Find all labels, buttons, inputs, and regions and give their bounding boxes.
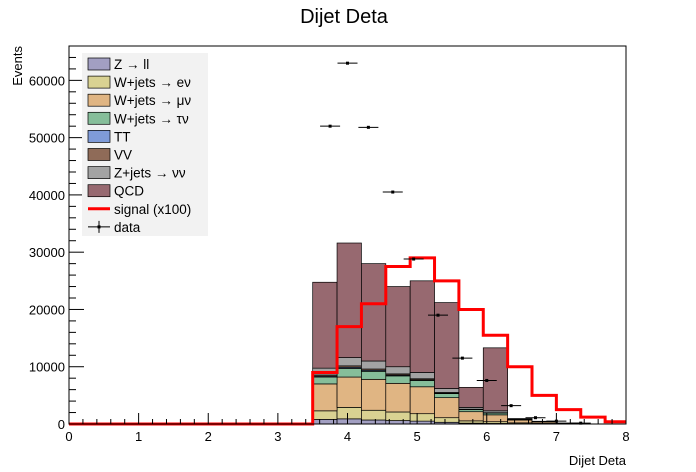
legend-swatch-2 (87, 93, 111, 107)
legend-label-6: Z+jets → νν (114, 166, 186, 181)
bar-1-11 (336, 407, 362, 420)
legend-label-2: W+jets → μν (114, 93, 191, 108)
legend: Z → ll W+jets → eν W+jets → μν W+jets → τν T… (82, 53, 208, 236)
x-tick-label-5: 5 (414, 429, 421, 444)
bar-6-13 (385, 366, 411, 375)
bar-3-13 (385, 375, 411, 384)
y-axis-label: Events (10, 46, 25, 86)
axes: 0 1 2 3 4 5 6 7 8 0 10000 20000 30000 40000 50000 60000 (29, 56, 630, 444)
bar-2-10 (312, 383, 338, 412)
x-axis-label: Dijet Deta (569, 453, 627, 468)
x-tick-label-0: 0 (65, 429, 72, 444)
legend-swatch-0 (87, 57, 111, 71)
y-tick-label-5: 50000 (29, 131, 65, 146)
bar-1-12 (361, 409, 387, 421)
bar-2-13 (385, 382, 411, 413)
bar-3-12 (361, 370, 387, 380)
legend-label-9: data (114, 220, 141, 235)
x-tick-label-2: 2 (205, 429, 212, 444)
x-tick-label-6: 6 (483, 429, 490, 444)
bar-6-14 (409, 372, 435, 380)
bar-7-10 (312, 281, 338, 369)
legend-swatch-5 (87, 148, 111, 161)
data-point-9 (533, 416, 537, 420)
legend-swatch-1 (87, 75, 111, 89)
data-point-0 (328, 124, 332, 128)
bar-3-11 (336, 368, 362, 378)
bar-7-12 (361, 263, 387, 362)
bar-0-11 (336, 418, 362, 425)
data-point-11 (579, 421, 583, 425)
bar-7-16 (458, 386, 484, 408)
legend-label-7: QCD (114, 184, 144, 199)
legend-label-1: W+jets → eν (114, 75, 191, 90)
legend-swatch-dot-9 (97, 225, 101, 229)
bar-2-11 (336, 376, 362, 408)
x-tick-label-1: 1 (135, 429, 142, 444)
bar-7-11 (336, 242, 362, 358)
legend-label-3: W+jets → τν (114, 111, 189, 126)
bar-7-14 (409, 280, 435, 373)
bar-1-10 (312, 410, 338, 420)
legend-swatch-4 (87, 130, 111, 143)
bar-6-18 (507, 418, 533, 420)
bar-6-11 (336, 357, 362, 367)
legend-label-5: VV (114, 148, 132, 163)
bar-2-16 (458, 411, 484, 422)
bar-7-13 (385, 286, 411, 368)
bar-1-15 (434, 417, 460, 423)
bar-0-12 (361, 419, 387, 425)
bar-7-15 (434, 302, 460, 389)
y-tick-label-4: 40000 (29, 188, 65, 203)
data-point-7 (485, 378, 489, 382)
bar-3-15 (434, 393, 460, 399)
legend-label-4: TT (114, 129, 131, 144)
legend-label-8: signal (x100) (114, 202, 191, 217)
y-tick-label-0: 0 (58, 417, 65, 432)
data-point-1 (346, 61, 349, 65)
data-point-6 (460, 356, 464, 360)
stacked-bars (312, 242, 582, 425)
y-tick-label-1: 10000 (29, 360, 65, 375)
x-tick-label-8: 8 (622, 429, 629, 444)
y-tick-label-6: 60000 (29, 73, 65, 88)
bar-2-15 (434, 397, 460, 419)
legend-label-0: Z → ll (114, 57, 149, 72)
data-point-5 (436, 313, 440, 317)
legend-swatch-7 (87, 184, 111, 198)
bar-3-14 (409, 380, 435, 388)
bar-6-12 (361, 360, 387, 370)
chart-title: Dijet Deta (300, 6, 389, 28)
x-tick-label-7: 7 (553, 429, 560, 444)
bar-2-14 (409, 386, 435, 415)
y-tick-label-3: 30000 (29, 245, 65, 260)
legend-swatch-3 (87, 111, 111, 125)
data-point-3 (391, 190, 395, 194)
legend-swatch-6 (87, 166, 111, 179)
bar-3-10 (312, 376, 338, 385)
data-points (320, 61, 591, 425)
data-point-2 (366, 125, 370, 129)
data-point-8 (509, 404, 513, 408)
x-tick-label-3: 3 (274, 429, 281, 444)
bar-6-15 (434, 388, 460, 393)
y-tick-label-2: 20000 (29, 302, 65, 317)
data-point-4 (412, 257, 416, 261)
x-tick-label-4: 4 (344, 429, 351, 444)
bar-2-12 (361, 378, 387, 411)
